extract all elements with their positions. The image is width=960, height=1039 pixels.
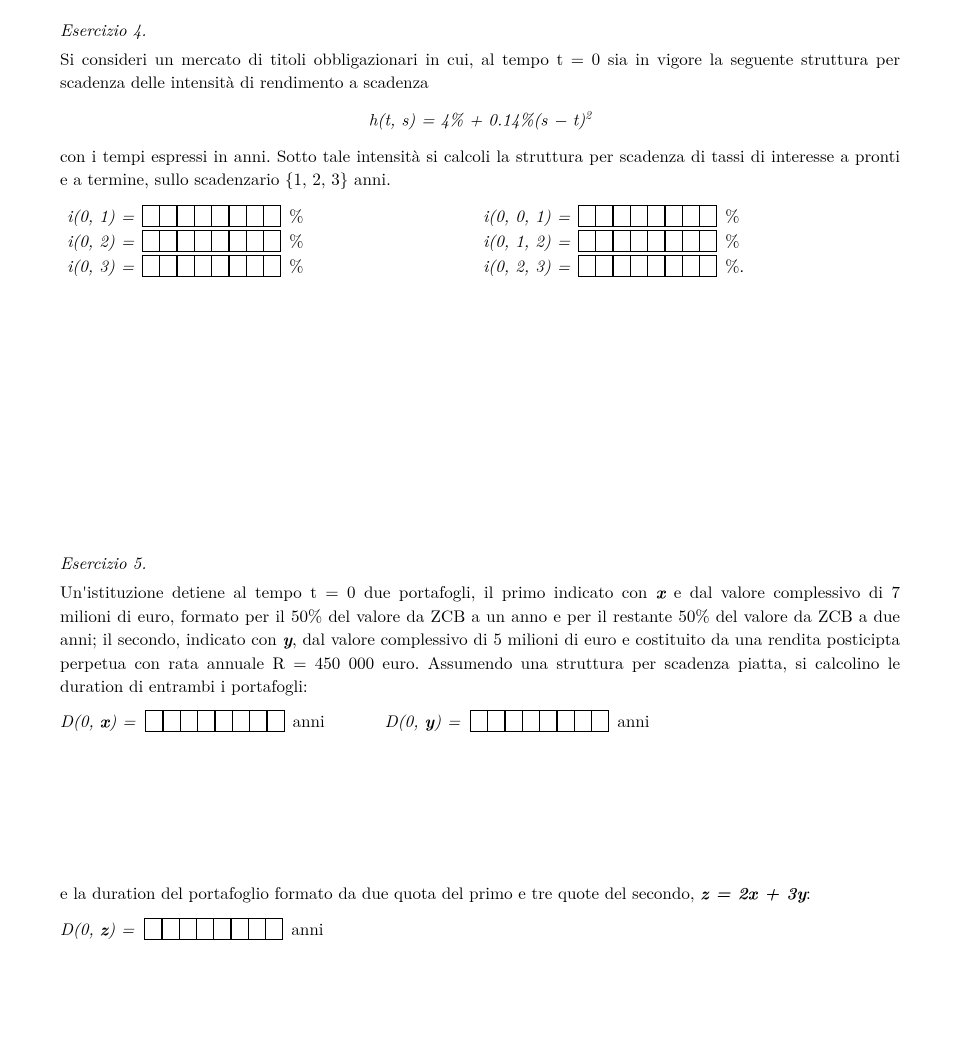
i01-label: i(0, 1) = bbox=[60, 204, 138, 227]
anni-unit: anni bbox=[287, 917, 323, 940]
ex4-formula-body: h(t, s) = 4% + 0.14%(s − t) bbox=[369, 106, 585, 130]
anni-unit: anni bbox=[613, 709, 649, 732]
answer-boxes[interactable] bbox=[144, 918, 283, 940]
i001-label: i(0, 0, 1) = bbox=[480, 204, 574, 227]
ex5-p2a: e la duration del portafoglio formato da… bbox=[60, 880, 700, 904]
ex4-heading: Esercizio 4. bbox=[60, 18, 900, 41]
table-row: i(0, 1) = % i(0, 0, 1) = % bbox=[60, 204, 900, 227]
d0x-label: D(0, x) = bbox=[60, 709, 141, 733]
ex4-para2: con i tempi espressi in anni. Sotto tale… bbox=[60, 144, 900, 190]
table-row: i(0, 3) = % i(0, 2, 3) = %. bbox=[60, 254, 900, 277]
table-row: i(0, 2) = % i(0, 1, 2) = % bbox=[60, 229, 900, 252]
ex5-p1a: Un'istituzione detiene al tempo t = 0 du… bbox=[60, 579, 656, 603]
i012-label: i(0, 1, 2) = bbox=[480, 229, 574, 252]
answer-boxes[interactable] bbox=[142, 205, 281, 227]
percent-unit: % bbox=[285, 229, 303, 252]
answer-boxes[interactable] bbox=[145, 710, 284, 732]
i02-label: i(0, 2) = bbox=[60, 229, 138, 252]
ex5-p2b: : bbox=[806, 880, 811, 904]
percent-unit: % bbox=[285, 204, 303, 227]
anni-unit: anni bbox=[289, 709, 325, 732]
i023-label: i(0, 2, 3) = bbox=[480, 254, 574, 277]
answer-boxes[interactable] bbox=[578, 205, 717, 227]
answer-boxes[interactable] bbox=[470, 710, 609, 732]
ex4-formula: h(t, s) = 4% + 0.14%(s − t)2 bbox=[60, 107, 900, 131]
answer-boxes[interactable] bbox=[142, 230, 281, 252]
var-y: y bbox=[282, 627, 292, 651]
ex5-para1: Un'istituzione detiene al tempo t = 0 du… bbox=[60, 580, 900, 697]
answer-boxes[interactable] bbox=[578, 255, 717, 277]
ex5-para2: e la duration del portafoglio formato da… bbox=[60, 881, 900, 905]
ex5-heading: Esercizio 5. bbox=[60, 551, 900, 574]
percent-unit: % bbox=[721, 229, 739, 252]
percent-unit: % bbox=[285, 254, 303, 277]
ex5-duration-row: D(0, x) = anni D(0, y) = anni bbox=[60, 709, 900, 733]
percent-unit: %. bbox=[721, 254, 744, 277]
var-x: x bbox=[656, 580, 666, 604]
d0z-label: D(0, z) = bbox=[60, 917, 140, 941]
i03-label: i(0, 3) = bbox=[60, 254, 138, 277]
answer-boxes[interactable] bbox=[142, 255, 281, 277]
ex4-formula-exp: 2 bbox=[585, 107, 591, 123]
z-expr: z = 2x + 3y bbox=[700, 881, 806, 905]
percent-unit: % bbox=[721, 204, 739, 227]
answer-boxes[interactable] bbox=[578, 230, 717, 252]
d0y-label: D(0, y) = bbox=[385, 709, 466, 733]
ex4-answer-grid: i(0, 1) = % i(0, 0, 1) = % i(0, 2) = bbox=[60, 204, 900, 277]
ex5-duration-z: D(0, z) = anni bbox=[60, 917, 900, 941]
ex4-para1: Si consideri un mercato di titoli obblig… bbox=[60, 47, 900, 93]
